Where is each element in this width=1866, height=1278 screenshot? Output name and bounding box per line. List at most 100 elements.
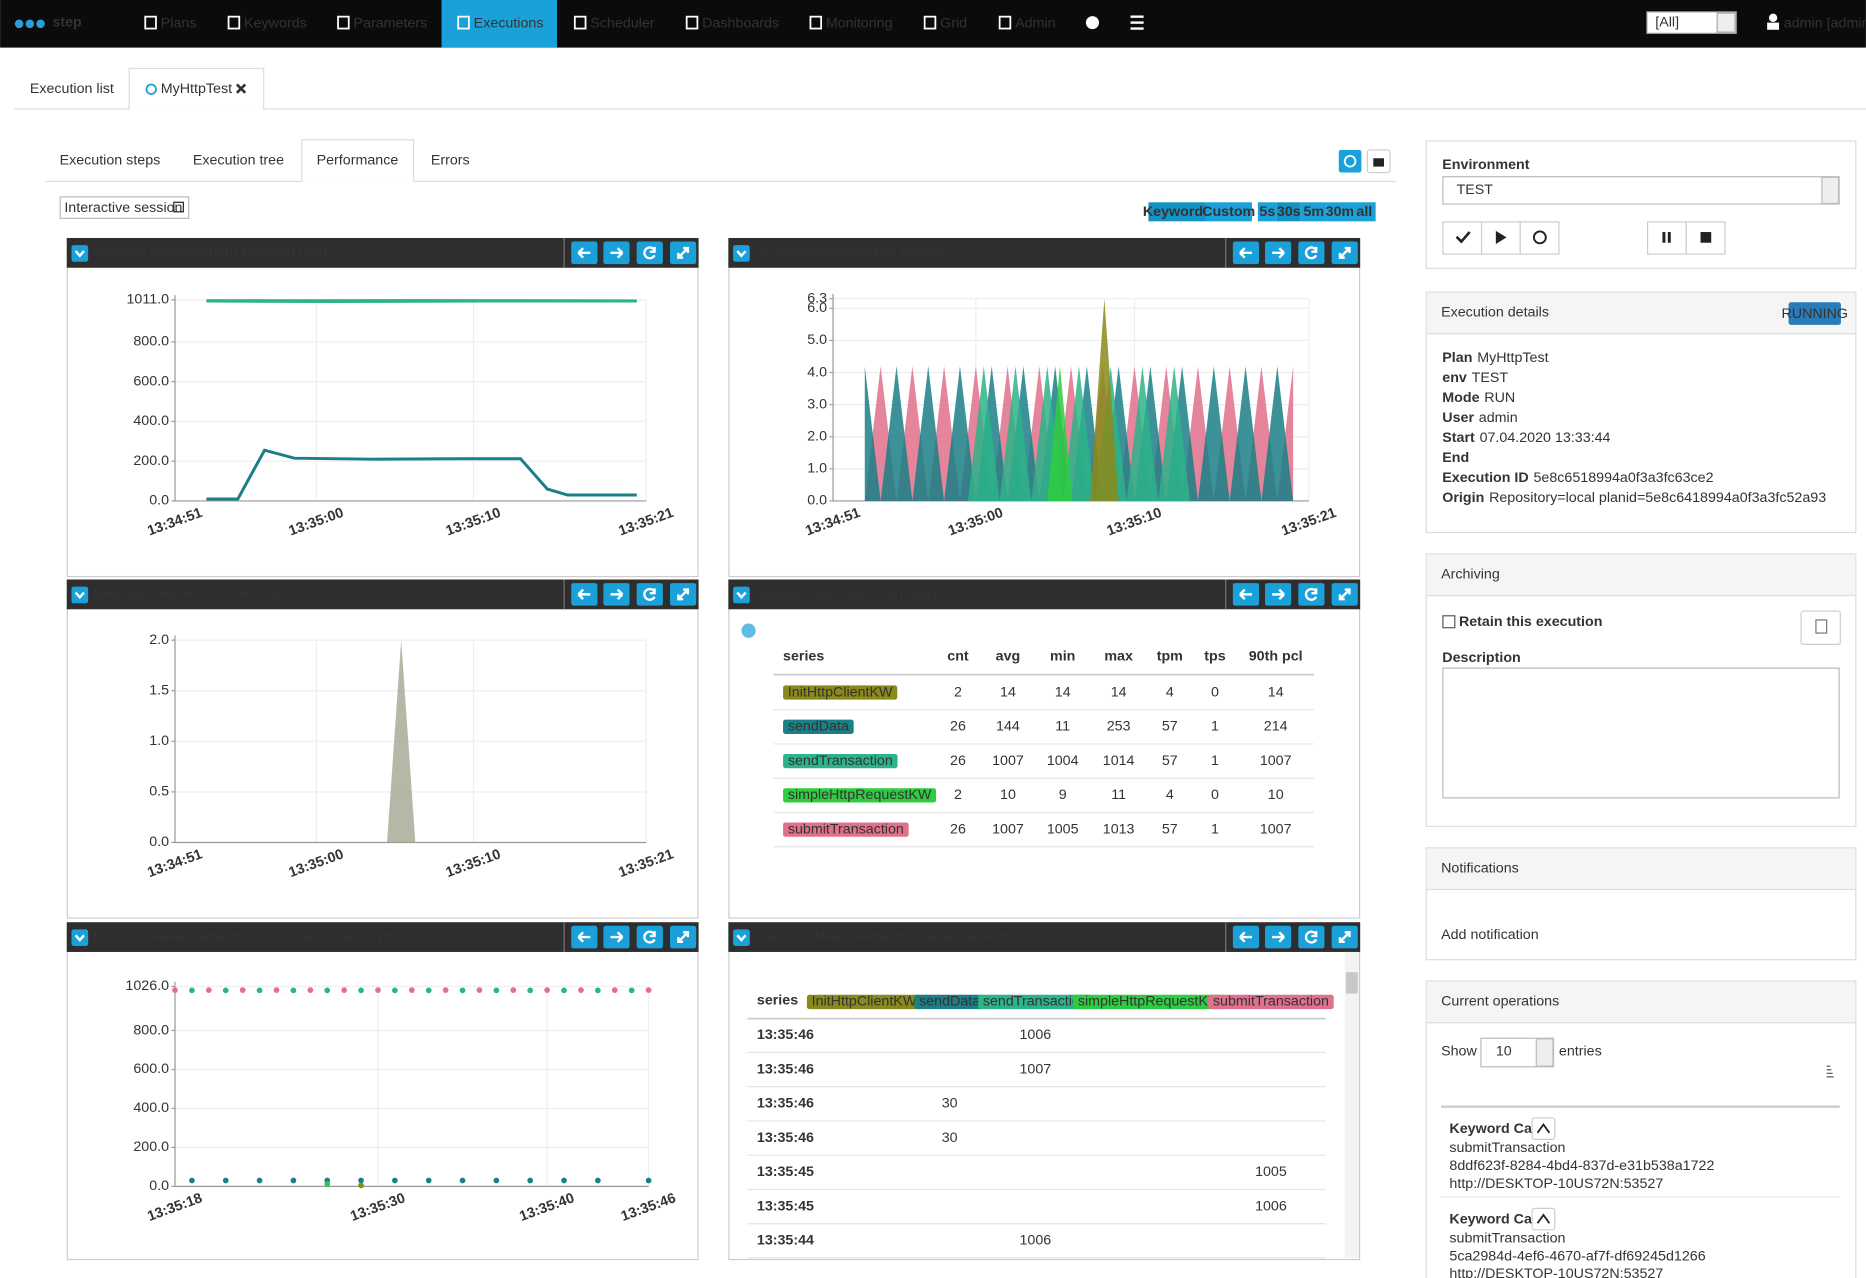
series-chip-label: sendTransaction xyxy=(983,994,1088,1010)
interactive-session-button[interactable] xyxy=(59,196,190,219)
panel-button[interactable] xyxy=(1298,241,1325,265)
panel-button[interactable] xyxy=(1298,925,1325,949)
table-header: tpm xyxy=(1157,649,1183,665)
table-cell: 1014 xyxy=(1103,753,1135,769)
control-button[interactable] xyxy=(1519,221,1560,255)
filter-button[interactable] xyxy=(1300,202,1327,222)
point xyxy=(290,987,297,994)
detail-key: User xyxy=(1442,410,1474,426)
table-cell: 4 xyxy=(1166,684,1174,700)
tree-button[interactable] xyxy=(1531,1207,1556,1231)
filter-button[interactable] xyxy=(1257,202,1277,222)
control-button[interactable] xyxy=(1442,221,1483,255)
y-tick-label: 800.0 xyxy=(133,1022,169,1038)
status: RUNNING xyxy=(1781,306,1848,322)
table-cell: 0 xyxy=(1211,787,1219,803)
collapse-button[interactable] xyxy=(733,929,750,947)
close-icon xyxy=(235,83,247,94)
panel-button[interactable] xyxy=(636,583,663,606)
panel-button[interactable] xyxy=(636,925,663,949)
y-tick-label: 0.0 xyxy=(149,1178,169,1194)
operation-agent: http://DESKTOP-10US72N:53527 xyxy=(1449,1266,1663,1278)
y-tick-label: 400.0 xyxy=(133,413,169,429)
filter-button[interactable] xyxy=(1326,202,1354,222)
collapse-button[interactable] xyxy=(71,586,89,604)
chevron-icon xyxy=(736,934,747,942)
panel-button-icon xyxy=(1338,931,1351,944)
collapse-button[interactable] xyxy=(733,586,750,604)
collapse-button[interactable] xyxy=(71,929,89,947)
nav-item[interactable]: Dashboards xyxy=(702,16,779,32)
table-cell: 10 xyxy=(1268,787,1284,803)
tenant-select[interactable] xyxy=(1646,11,1737,34)
checkbox[interactable] xyxy=(1442,615,1456,629)
detail-key: Mode xyxy=(1442,390,1479,406)
tab[interactable]: Execution list xyxy=(30,81,114,97)
y-tick-label: 600.0 xyxy=(133,373,169,389)
y-tick-label: 4.0 xyxy=(807,364,827,380)
subtab[interactable]: Performance xyxy=(317,152,399,168)
refresh-button[interactable] xyxy=(1338,149,1362,173)
series-chip-label: submitTransaction xyxy=(1213,994,1329,1010)
point xyxy=(392,987,398,994)
panel-button[interactable] xyxy=(636,241,663,265)
chevron-icon xyxy=(736,250,747,258)
series-chip xyxy=(783,719,854,734)
area xyxy=(967,366,1191,501)
series-chip-label: sendTransaction xyxy=(788,753,893,769)
environment-select[interactable] xyxy=(1442,176,1840,205)
chevron-icon xyxy=(736,591,747,600)
tree-icon xyxy=(1536,1122,1551,1134)
lock-icon xyxy=(1373,158,1384,167)
delete-button[interactable] xyxy=(1800,610,1841,645)
filter-button[interactable] xyxy=(1148,202,1206,222)
filter-button[interactable] xyxy=(1353,202,1376,222)
subtab[interactable]: Errors xyxy=(431,152,470,168)
tree-button[interactable] xyxy=(1531,1117,1556,1140)
table-cell: 14 xyxy=(1268,684,1284,700)
nav-item[interactable]: Parameters xyxy=(353,16,427,32)
point xyxy=(645,1177,652,1184)
nav-item[interactable]: Monitoring xyxy=(826,16,893,32)
nav-item[interactable]: Executions xyxy=(474,16,544,32)
panel-title: Last 100 Measurements - Individual durat… xyxy=(93,928,407,944)
collapse-button[interactable] xyxy=(71,245,89,262)
control-button[interactable] xyxy=(1646,221,1687,255)
nav-item[interactable]: Grid xyxy=(940,16,967,32)
table-cell: 1006 xyxy=(1019,1027,1051,1043)
show-label: Show xyxy=(1441,1044,1477,1060)
table-cell: 11 xyxy=(1111,787,1126,803)
point xyxy=(307,987,314,994)
y-tick-label: 1011.0 xyxy=(126,292,169,308)
user-icon xyxy=(1767,22,1780,30)
table-cell: 1007 xyxy=(992,753,1024,769)
table-cell: 253 xyxy=(1107,719,1131,735)
area xyxy=(1047,366,1073,501)
point xyxy=(645,987,652,994)
add-notification[interactable]: Add notification xyxy=(1441,927,1539,943)
table-cell: 13:35:46 xyxy=(757,1130,814,1146)
detail-key: End xyxy=(1442,450,1469,466)
table-cell: 14 xyxy=(1000,684,1016,700)
panel-button-icon xyxy=(1239,247,1252,259)
nav-item[interactable]: Plans xyxy=(161,16,197,32)
subtab[interactable]: Execution steps xyxy=(60,152,161,168)
collapse-button[interactable] xyxy=(733,245,750,262)
panel-button-icon xyxy=(643,930,656,944)
trash-icon xyxy=(1815,619,1828,634)
panel-button-icon xyxy=(610,247,624,259)
subtab[interactable]: Execution tree xyxy=(193,152,284,168)
filter-button[interactable] xyxy=(1276,202,1301,222)
panel-button-icon xyxy=(1338,588,1351,601)
card-header xyxy=(1426,554,1856,595)
filter-button[interactable] xyxy=(1205,202,1252,222)
description-input[interactable] xyxy=(1442,667,1840,799)
nav-item[interactable]: Scheduler xyxy=(590,16,654,32)
panel-button[interactable] xyxy=(1298,583,1325,606)
series-chip xyxy=(783,753,898,769)
y-tick-label: 3.0 xyxy=(807,396,827,412)
nav-item[interactable]: Admin xyxy=(1015,16,1055,32)
nav-item[interactable]: Keywords xyxy=(244,16,307,32)
point xyxy=(273,987,280,994)
table-cell: 1007 xyxy=(1260,821,1292,837)
